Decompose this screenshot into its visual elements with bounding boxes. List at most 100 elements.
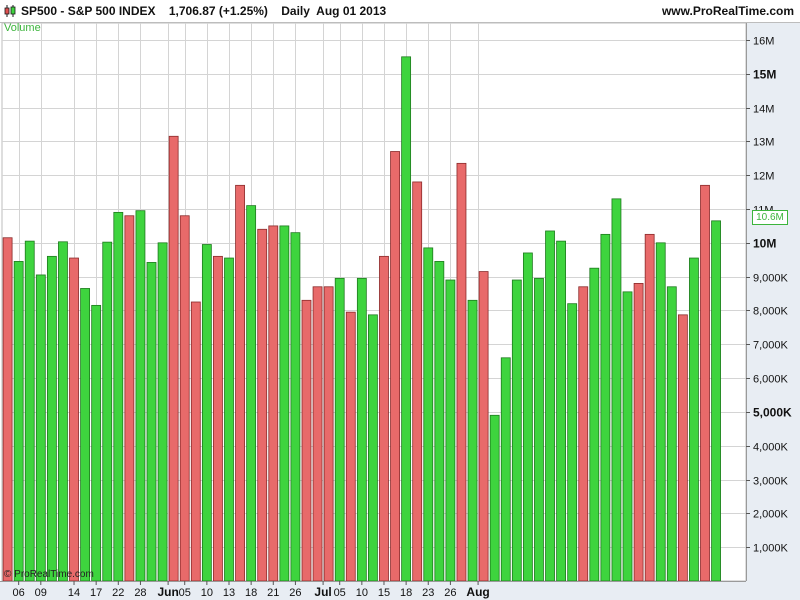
y-tick-label: 14M <box>753 104 774 116</box>
volume-bar-down <box>412 181 423 582</box>
volume-bar-up <box>290 232 301 582</box>
x-tick-label: 10 <box>201 587 213 599</box>
chart-title: SP500 - S&P 500 INDEX 1,706.87 (+1.25%) … <box>21 4 387 18</box>
volume-bar-down <box>312 286 323 582</box>
volume-bar-up <box>545 230 555 582</box>
y-tick-label: 5,000K <box>753 406 792 420</box>
site-url[interactable]: www.ProRealTime.com <box>661 4 794 18</box>
x-tick-label: 21 <box>267 587 279 599</box>
volume-bar-up <box>689 257 699 582</box>
y-tick-label: 13M <box>753 137 774 149</box>
volume-bar-up <box>522 252 533 582</box>
y-tick-label: 7,000K <box>753 340 789 352</box>
x-tick-label: Jun <box>157 585 178 599</box>
volume-bar-up <box>356 277 367 582</box>
volume-bar-down <box>456 162 467 582</box>
volume-bar-up <box>467 299 478 582</box>
volume-bar-down <box>700 184 710 582</box>
volume-bar-down <box>379 255 389 582</box>
volume-bars <box>2 56 721 582</box>
volume-bar-up <box>368 314 378 582</box>
x-tick-label: 06 <box>13 587 25 599</box>
volume-bar-up <box>666 286 677 582</box>
volume-bar-up <box>556 240 566 582</box>
indicator-label: Volume <box>4 22 41 34</box>
x-tick-label: 26 <box>444 587 456 599</box>
volume-bar-up <box>46 255 57 582</box>
x-tick-label: 14 <box>68 587 80 599</box>
y-tick-label: 8,000K <box>753 306 789 318</box>
volume-bar-down <box>633 282 644 582</box>
x-tick-label: 18 <box>400 587 412 599</box>
x-tick-label: 18 <box>245 587 257 599</box>
volume-bar-up <box>157 242 168 582</box>
volume-bar-up <box>500 357 511 582</box>
volume-bar-up <box>146 262 157 582</box>
volume-bar-up <box>58 241 68 582</box>
volume-bar-down <box>390 151 400 582</box>
date-axis-background <box>0 581 800 600</box>
x-tick-label: 05 <box>334 587 346 599</box>
y-tick-label: 12M <box>753 171 774 183</box>
x-tick-label: Jul <box>314 585 331 599</box>
volume-bar-down <box>179 215 190 582</box>
volume-bar-down <box>644 233 655 582</box>
copyright-text: © ProRealTime.com <box>4 569 94 580</box>
volume-bar-up <box>611 198 622 582</box>
x-tick-label: 10 <box>356 587 368 599</box>
y-tick-label: 10M <box>753 237 776 251</box>
volume-bar-up <box>567 303 578 582</box>
volume-bar-up <box>24 240 35 582</box>
volume-bar-down <box>190 301 201 582</box>
volume-bar-up <box>135 210 146 582</box>
candlestick-logo-icon <box>4 5 16 17</box>
volume-bar-down <box>2 237 13 582</box>
x-tick-label: 26 <box>289 587 301 599</box>
volume-bar-up <box>224 257 234 582</box>
volume-bar-up <box>334 277 345 582</box>
volume-bar-up <box>201 244 212 582</box>
volume-bar-down <box>578 286 589 582</box>
volume-bar-up <box>711 220 721 582</box>
volume-bar-up <box>589 267 600 582</box>
x-tick-label: 05 <box>179 587 191 599</box>
x-tick-label: 22 <box>112 587 124 599</box>
x-tick-label: 13 <box>223 587 235 599</box>
x-tick-label: 09 <box>35 587 47 599</box>
volume-bar-down <box>301 299 312 582</box>
volume-bar-up <box>445 279 456 582</box>
y-tick-label: 2,000K <box>753 509 789 521</box>
price-axis[interactable]: 1,000K 2,000K 3,000K 4,000K 5,000K 6,000K 7,00… <box>746 23 800 581</box>
volume-bar-up <box>423 247 434 582</box>
last-value-badge: 10.6M <box>752 210 788 225</box>
chart-header: SP500 - S&P 500 INDEX 1,706.87 (+1.25%) … <box>0 0 800 23</box>
volume-bar-down <box>235 184 245 582</box>
x-tick-label: Aug <box>466 585 489 599</box>
volume-bar-down <box>213 255 223 582</box>
volume-bar-down <box>257 228 268 582</box>
y-tick-label: 16M <box>753 36 774 48</box>
volume-bar-down <box>268 225 279 582</box>
volume-bar-up <box>246 205 257 582</box>
volume-bar-down <box>345 311 356 582</box>
y-tick-label: 1,000K <box>753 543 789 555</box>
volume-bar-up <box>113 211 124 582</box>
y-tick-label: 3,000K <box>753 476 789 488</box>
volume-bar-up <box>279 225 290 582</box>
volume-bar-up <box>80 288 90 582</box>
y-tick-label: 6,000K <box>753 374 789 386</box>
volume-bar-up <box>13 261 24 582</box>
volume-bar-up <box>401 56 412 582</box>
volume-bar-up <box>91 304 102 582</box>
y-tick-label: 4,000K <box>753 442 789 454</box>
volume-bar-down <box>323 286 334 582</box>
price-axis-background <box>746 23 800 581</box>
date-axis[interactable]: 06 09 14 17 22 28 Jun 05 10 13 18 21 26 Jul 05 10 15 18 23… <box>0 581 800 600</box>
volume-bar-up <box>622 291 633 582</box>
volume-bar-up <box>102 241 113 582</box>
volume-bar-up <box>489 414 500 582</box>
volume-bar-down <box>124 215 135 582</box>
volume-bar-up <box>511 279 522 582</box>
volume-bar-up <box>434 261 445 582</box>
